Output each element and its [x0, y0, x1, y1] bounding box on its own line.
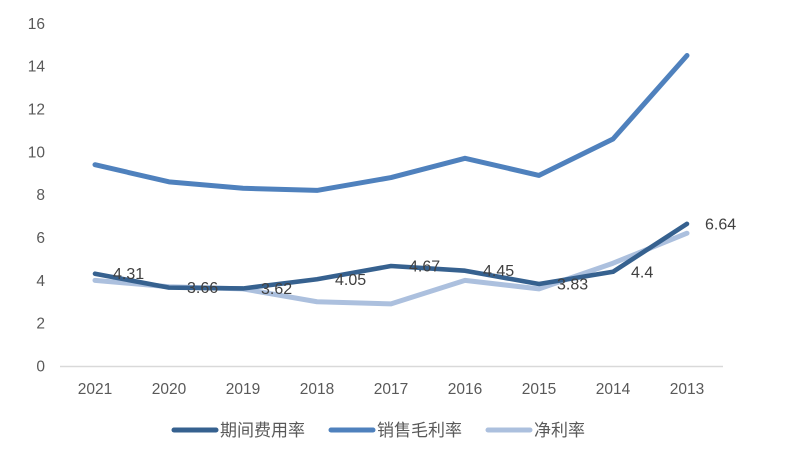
x-axis-tick-label: 2015	[522, 381, 556, 398]
data-point-label: 6.64	[705, 216, 736, 233]
data-point-label: 4.45	[483, 263, 514, 280]
x-axis-tick-label: 2018	[300, 381, 334, 398]
y-axis-tick-label: 8	[36, 187, 45, 204]
legend-label-1: 销售毛利率	[377, 421, 462, 440]
series-line-2	[92, 230, 690, 307]
y-axis-tick-label: 16	[28, 16, 45, 33]
x-axis-tick-label: 2016	[448, 381, 482, 398]
legend-label-2: 净利率	[534, 421, 585, 440]
legend-label-0: 期间费用率	[220, 421, 305, 440]
y-axis-tick-label: 6	[36, 230, 45, 247]
y-axis-tick-label: 2	[36, 316, 45, 333]
data-point-label: 3.62	[261, 281, 292, 298]
y-axis-tick-label: 12	[28, 102, 45, 119]
data-point-label: 4.67	[409, 259, 440, 276]
x-axis-tick-label: 2019	[226, 381, 260, 398]
data-point-label: 4.31	[113, 266, 144, 283]
series-line-1	[92, 53, 690, 193]
data-point-label: 4.05	[335, 272, 366, 289]
x-axis-tick-label: 2017	[374, 381, 408, 398]
x-axis-tick-label: 2020	[152, 381, 187, 398]
data-point-label: 3.83	[557, 276, 588, 293]
series-line-0	[92, 221, 690, 291]
y-axis-tick-label: 4	[36, 273, 45, 290]
x-axis-tick-label: 2013	[670, 381, 704, 398]
data-point-label: 4.4	[631, 264, 653, 281]
y-axis-tick-label: 14	[28, 59, 46, 76]
data-point-label: 3.66	[187, 280, 218, 297]
y-axis-tick-label: 10	[28, 144, 46, 161]
x-axis-tick-label: 2021	[78, 381, 112, 398]
x-axis-tick-label: 2014	[596, 381, 631, 398]
y-axis-tick-label: 0	[36, 359, 45, 376]
